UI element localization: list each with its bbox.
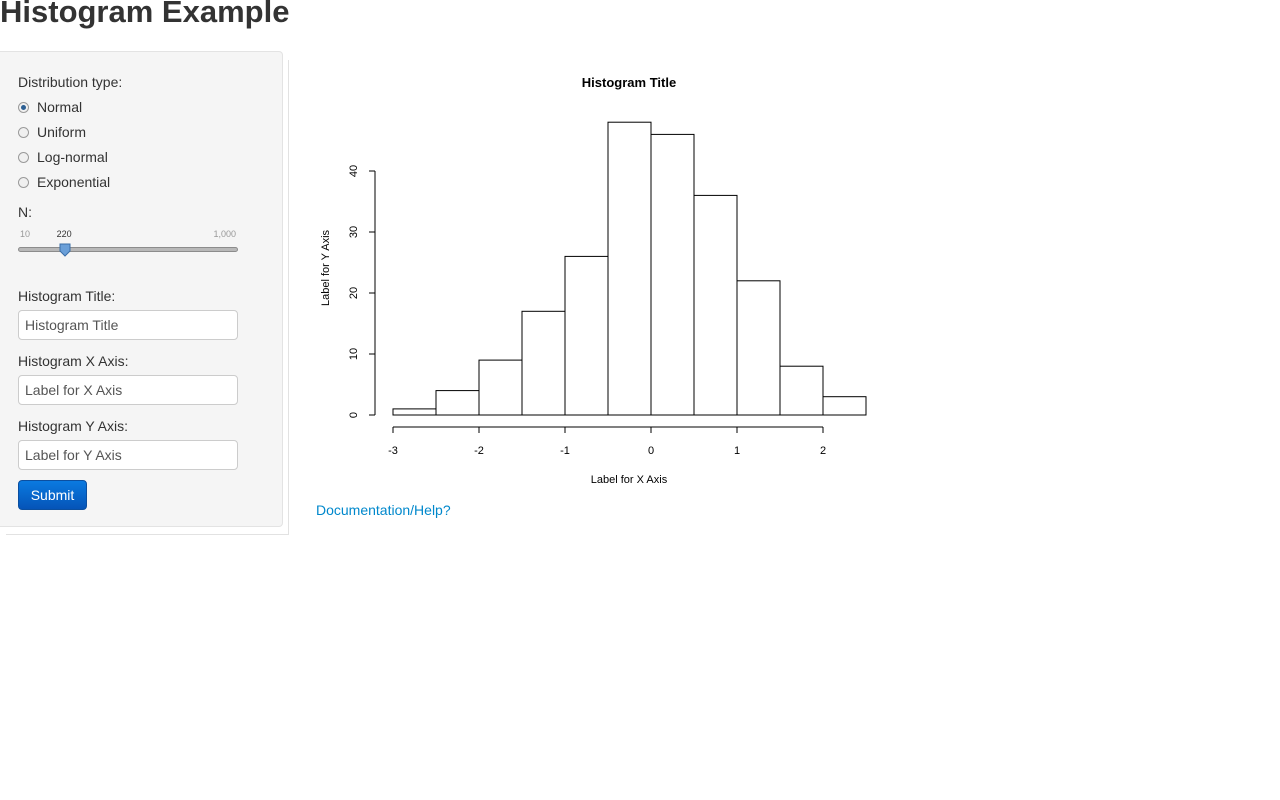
x-tick-label: 0 [648,445,654,457]
x-tick-label: -2 [474,445,484,457]
n-slider[interactable]: 10 220 1,000 [18,229,238,261]
histogram-x-axis-input[interactable] [18,375,238,405]
slider-handle-icon[interactable] [59,243,71,257]
submit-button[interactable]: Submit [18,480,87,510]
radio-normal-label: Normal [37,99,83,115]
radio-button[interactable] [18,151,29,163]
radio-button[interactable] [18,176,29,188]
sidebar-panel: Distribution type: Normal Uniform Log-no… [0,51,283,527]
histogram-title-label: Histogram Title: [18,288,116,304]
sidebar-shadow [6,60,289,535]
x-tick-label: 1 [734,445,740,457]
y-tick-label: 10 [348,348,360,360]
page-title: Histogram Example [0,0,290,29]
radio-button[interactable] [18,126,29,138]
x-tick-label: -3 [388,445,398,457]
histogram-bar [693,194,738,416]
histogram-bar [521,310,566,416]
histogram-bar [435,390,480,416]
y-tick-label: 30 [348,226,360,238]
radio-uniform-label: Uniform [37,124,87,140]
histogram-x-axis-label: Histogram X Axis: [18,353,129,369]
histogram-bar [392,408,437,416]
histogram-bar [607,121,652,416]
histogram-bar [822,396,867,416]
radio-log-normal-label: Log-normal [37,149,108,165]
radio-button-checked[interactable] [18,101,29,113]
histogram-y-axis-label: Histogram Y Axis: [18,418,128,434]
slider-track[interactable] [18,247,238,252]
radio-exponential-label: Exponential [37,174,111,190]
y-tick-label: 40 [348,165,360,177]
chart-title: Histogram Title [582,75,676,90]
histogram-bar [564,255,609,416]
x-tick-label: 2 [820,445,826,457]
histogram-bar [779,365,824,416]
radio-normal[interactable]: Normal [18,97,82,117]
y-tick-label: 0 [348,412,360,418]
histogram-bar [650,133,695,416]
radio-uniform[interactable]: Uniform [18,122,86,142]
histogram-y-axis-input[interactable] [18,440,238,470]
x-tick-label: -1 [560,445,570,457]
slider-max-label: 1,000 [213,229,236,239]
x-axis-label: Label for X Axis [591,474,668,486]
documentation-help-link[interactable]: Documentation/Help? [316,502,451,518]
y-axis-label: Label for Y Axis [320,229,332,306]
histogram-plot: Histogram Title Label for X Axis Label f… [320,75,867,486]
radio-exponential[interactable]: Exponential [18,172,110,192]
histogram-title-input[interactable] [18,310,238,340]
histogram-bar [478,359,523,416]
distribution-type-label: Distribution type: [18,74,123,90]
slider-min-label: 10 [20,229,31,239]
radio-log-normal[interactable]: Log-normal [18,147,108,167]
y-tick-label: 20 [348,287,360,299]
histogram-bar [736,280,781,416]
n-label: N: [18,204,32,220]
slider-value-label: 220 [56,229,72,239]
